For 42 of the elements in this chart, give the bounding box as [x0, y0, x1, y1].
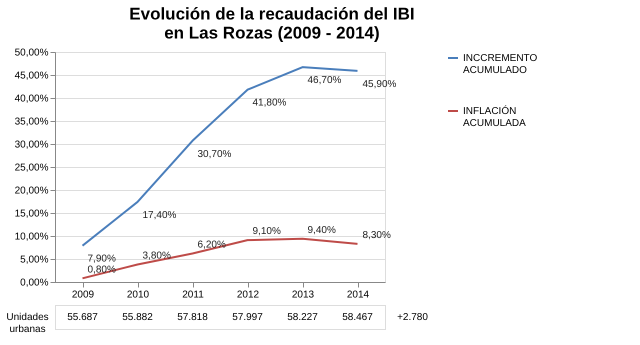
y-tick-label: 0,00%: [20, 278, 49, 288]
y-tick-label: 30,00%: [14, 140, 49, 150]
y-tick-label: 40,00%: [14, 94, 49, 104]
text: +2.780: [397, 312, 428, 323]
data-label: 41,80%: [252, 98, 287, 109]
y-tick-label: 50,00%: [14, 48, 49, 58]
x-tick-label: 2013: [292, 290, 315, 300]
text: 57.818: [177, 312, 208, 323]
y-tick-label: 10,00%: [14, 232, 49, 242]
data-label: 9,40%: [308, 224, 336, 236]
x-tick-label: 2012: [236, 290, 260, 300]
data-label: 9,10%: [252, 226, 281, 238]
y-tick-label: 45,00%: [14, 70, 49, 82]
data-label: 7,90%: [88, 254, 116, 265]
x-tick-label: 2009: [72, 290, 95, 300]
chart-title: Evolución de la recaudación del IBI en Las Rozas (2009 - 2014): [129, 4, 415, 42]
text: 58.227: [287, 312, 318, 323]
data-label: 0,80%: [88, 264, 116, 276]
text: 58.467: [342, 312, 374, 323]
y-tick-label: 15,00%: [14, 208, 49, 220]
y-tick-label: 20,00%: [14, 186, 49, 196]
data-label: 6,20%: [198, 239, 226, 250]
data-label: 17,40%: [142, 210, 177, 221]
x-tick-label: 2010: [126, 290, 150, 300]
text: 55.882: [122, 312, 154, 323]
y-tick-label: 35,00%: [14, 116, 49, 128]
text: Unidades urbanas: [6, 312, 49, 335]
legend-label: INCCREMENTO ACUMULADO: [463, 53, 538, 76]
line-series: [82, 66, 358, 247]
data-label: 30,70%: [198, 148, 232, 160]
data-label: 45,90%: [362, 78, 397, 90]
data-label: 8,30%: [362, 230, 391, 241]
legend-label: INFLACIÓN ACUMULADA: [463, 105, 526, 129]
line-series: [82, 238, 358, 280]
y-tick-label: 25,00%: [14, 162, 49, 174]
x-tick-label: 2011: [182, 290, 204, 300]
y-tick-label: 5,00%: [20, 254, 49, 266]
data-label: 46,70%: [308, 75, 342, 86]
text: 55.687: [67, 312, 98, 323]
x-tick-label: 2014: [346, 290, 370, 300]
data-label: 3,80%: [142, 250, 171, 262]
text: 57.997: [232, 312, 264, 323]
